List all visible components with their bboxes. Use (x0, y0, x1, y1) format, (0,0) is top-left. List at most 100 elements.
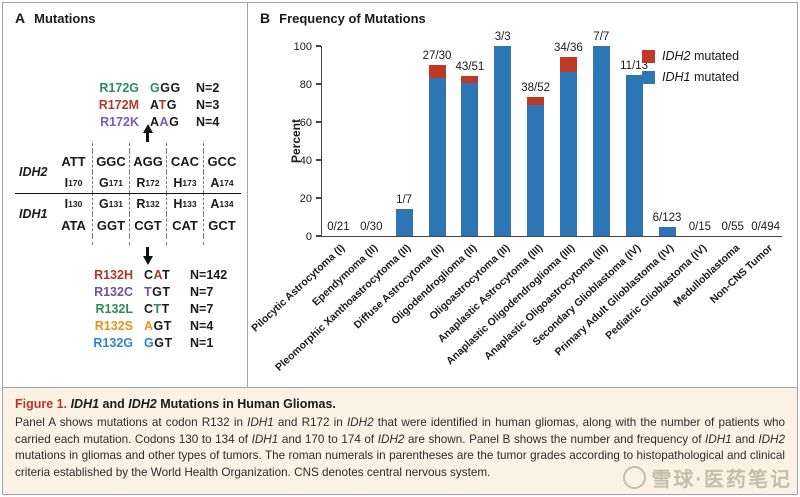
bar-value-label: 34/36 (554, 41, 583, 54)
mutation-row: R132G GGT N=1 (83, 335, 227, 352)
bar (658, 226, 676, 236)
codon-cell: A 134 (203, 193, 240, 214)
x-axis-labels: Pilocytic Astrocytoma (I) Ependymoma (II)… (250, 237, 781, 385)
codon-cell: R 132 (129, 193, 166, 214)
codon-table: IDH2 IDH1 ATT GGC AGG CAC GCC I 170 G 171 R 172 H 17… (15, 143, 241, 245)
codon-cell: ATA (61, 217, 86, 233)
caption-title: Figure 1. IDH1 and IDH2 Mutations in Hum… (15, 397, 336, 411)
y-tick-label: 100 (293, 40, 312, 53)
idh1-bar-segment (625, 75, 643, 236)
watermark: 雪球·医药笔记 (623, 463, 792, 492)
watermark-text: 雪球·医药笔记 (651, 469, 792, 491)
mutation-codon: ATG (150, 97, 177, 112)
plot-area: 0/21 0/30 1/7 27/30 43/51 3/3 38/52 34/36 7/7 11/… (321, 31, 782, 237)
mutation-label: R132G (93, 336, 133, 351)
mutation-row: R132S AGT N=4 (83, 318, 227, 335)
codon-cell: R 172 (129, 172, 166, 193)
mutation-label: R132H (94, 267, 133, 282)
idh2-legend-swatch (642, 49, 655, 63)
mutation-codon: CAT (144, 267, 171, 282)
bar (625, 75, 643, 236)
bar (527, 97, 545, 236)
codon-cell: G 131 (92, 193, 129, 214)
codon-cell: G 171 (92, 172, 129, 193)
y-tick-label: 80 (299, 78, 312, 91)
mutation-count: N=7 (190, 284, 214, 299)
mutation-count: N=3 (196, 97, 220, 112)
gene-divider-line (15, 193, 241, 194)
idh1-bar-segment (461, 83, 479, 236)
mutation-label: R172K (100, 114, 139, 129)
y-tick-mark (316, 45, 321, 47)
y-tick-mark (316, 159, 321, 161)
codon-cell (55, 143, 92, 151)
bar-value-label: 43/51 (455, 60, 485, 73)
legend-row-idh2: IDH2 mutated (642, 49, 739, 63)
bar (461, 75, 479, 236)
up-arrow-head (142, 124, 153, 133)
up-arrow-icon (142, 124, 153, 142)
idh2-gene-label: IDH2 (19, 165, 48, 179)
panel-a-title: Mutations (34, 11, 96, 26)
mutation-codon: AAG (150, 114, 180, 129)
idh2-mutation-list: R172G GGG N=2 R172M ATG N=3 R172K AAG N=4 (89, 79, 220, 131)
down-arrow-stem (146, 247, 149, 256)
idh2-bar-segment (527, 97, 545, 105)
codon-cell: CGT (129, 214, 166, 236)
idh1-legend-label: IDH1 mutated (662, 70, 740, 84)
bar-value-label: 0/55 (721, 221, 744, 233)
mutation-label: R132C (94, 284, 133, 299)
codon-cell: ATT (61, 154, 86, 169)
codon-cell: GGC (92, 151, 129, 172)
idh1-bar-segment (428, 77, 446, 236)
codon-cell (203, 143, 240, 151)
idh1-bar-segment (592, 46, 610, 236)
bar-value-label: 0/15 (688, 221, 712, 233)
y-tick-label: 20 (299, 192, 312, 205)
idh1-bar-segment (559, 72, 577, 236)
mutation-row: R132H CAT N=142 (83, 266, 227, 283)
codon-cell (166, 143, 203, 151)
bar (494, 46, 512, 236)
codon-cell: GCC (203, 151, 240, 172)
bar (428, 65, 446, 236)
mutation-label: R172G (99, 80, 139, 95)
idh1-bar-segment (527, 104, 545, 236)
down-arrow-head (142, 256, 153, 265)
y-tick-mark (316, 197, 321, 199)
mutation-count: N=1 (190, 336, 214, 351)
codon-cell: I 130 (64, 196, 83, 211)
bar-value-label: 0/30 (360, 221, 383, 233)
codon-cell (203, 236, 240, 245)
bar-value-label: 27/30 (422, 50, 452, 62)
codon-cell (55, 236, 92, 245)
codon-cell (166, 236, 203, 245)
panel-b-letter: B (260, 10, 271, 26)
codon-cell (129, 143, 166, 151)
panel-b-title: Frequency of Mutations (279, 11, 426, 26)
codon-cell (92, 143, 129, 151)
caption-box: Figure 1. IDH1 and IDH2 Mutations in Hum… (3, 387, 797, 494)
y-tick-label: 40 (299, 154, 312, 167)
bar-value-label: 38/52 (521, 82, 550, 95)
bar-value-label: 6/123 (652, 211, 682, 224)
bar-value-label: 11/13 (620, 60, 649, 73)
codon-cell: GGT (92, 214, 129, 236)
panel-a: A Mutations R172G GGG N=2 R172M ATG N=3 R172K A… (3, 3, 247, 387)
panel-divider (247, 3, 248, 387)
down-arrow-icon (142, 247, 153, 265)
bar (592, 46, 610, 236)
panel-a-letter: A (15, 10, 26, 26)
codon-cell: H 133 (166, 193, 203, 214)
codon-grid: ATT GGC AGG CAC GCC I 170 G 171 R 172 H 173 A 174 I 130 G… (55, 143, 241, 245)
codon-cell: GCT (203, 214, 240, 236)
legend-row-idh1: IDH1 mutated (642, 70, 739, 84)
codon-cell: CAT (166, 214, 203, 236)
codon-cell: CAC (166, 151, 203, 172)
bar-value-label: 3/3 (494, 31, 511, 43)
bar (395, 208, 413, 236)
caption-body: Panel A shows mutations at codon R132 in… (15, 416, 785, 479)
codon-cell: H 173 (166, 172, 203, 193)
idh1-bar-segment (658, 226, 676, 236)
mutation-codon: GGG (150, 80, 181, 95)
